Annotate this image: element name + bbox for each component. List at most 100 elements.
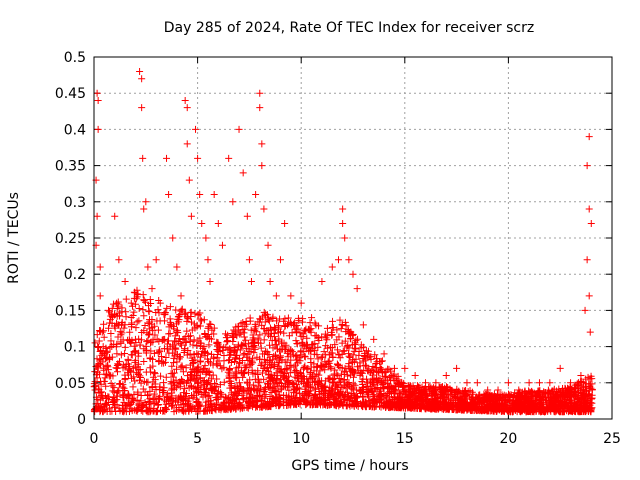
data-point <box>334 361 342 369</box>
data-point <box>201 389 209 397</box>
data-point <box>418 388 426 396</box>
data-point <box>299 318 307 326</box>
data-point <box>299 396 307 404</box>
data-point <box>446 386 454 394</box>
data-point <box>235 379 243 387</box>
data-point <box>194 311 202 319</box>
data-point <box>293 368 301 376</box>
data-point <box>288 379 296 387</box>
data-point <box>154 349 162 357</box>
data-point <box>93 374 101 382</box>
data-point <box>477 406 485 414</box>
data-point <box>243 212 251 220</box>
data-point <box>181 96 189 104</box>
data-point <box>160 384 168 392</box>
data-point <box>378 357 386 365</box>
data-point <box>325 351 333 359</box>
data-point <box>565 407 573 415</box>
data-point <box>293 394 301 402</box>
data-point <box>146 387 154 395</box>
data-point <box>323 336 331 344</box>
data-point <box>145 398 153 406</box>
data-point <box>320 397 328 405</box>
data-point <box>235 342 243 350</box>
data-point <box>196 322 204 330</box>
data-point <box>153 317 161 325</box>
data-point <box>95 385 103 393</box>
data-point <box>573 380 581 388</box>
data-point <box>211 380 219 388</box>
data-point <box>311 373 319 381</box>
data-point <box>241 364 249 372</box>
data-point <box>197 357 205 365</box>
data-point <box>296 354 304 362</box>
data-point <box>308 341 316 349</box>
data-point <box>96 348 104 356</box>
data-point <box>232 395 240 403</box>
data-point <box>328 344 336 352</box>
data-point <box>257 339 265 347</box>
data-point <box>292 328 300 336</box>
data-point <box>515 386 523 394</box>
data-point <box>246 402 254 410</box>
data-point <box>341 337 349 345</box>
data-point <box>203 378 211 386</box>
data-point <box>108 304 116 312</box>
data-point <box>258 162 266 170</box>
data-point <box>167 395 175 403</box>
data-point <box>173 263 181 271</box>
data-point <box>347 383 355 391</box>
data-point <box>228 404 236 412</box>
data-point <box>345 360 353 368</box>
data-point <box>110 388 118 396</box>
data-point <box>478 402 486 410</box>
data-point <box>272 292 280 300</box>
data-point <box>366 379 374 387</box>
data-point <box>205 341 213 349</box>
data-point <box>146 354 154 362</box>
data-point <box>350 397 358 405</box>
data-point <box>144 378 152 386</box>
data-point <box>144 263 152 271</box>
data-point <box>295 377 303 385</box>
data-point <box>586 328 594 336</box>
data-point <box>141 388 149 396</box>
data-point <box>139 385 147 393</box>
data-point <box>241 350 249 358</box>
y-tick-label: 0.45 <box>55 86 86 102</box>
data-point <box>170 345 178 353</box>
data-point <box>234 323 242 331</box>
data-point <box>312 401 320 409</box>
data-point <box>265 374 273 382</box>
data-point <box>149 396 157 404</box>
data-point <box>281 365 289 373</box>
data-point <box>113 368 121 376</box>
data-point <box>430 388 438 396</box>
data-point <box>499 394 507 402</box>
data-point <box>225 398 233 406</box>
data-point <box>251 369 259 377</box>
data-point <box>571 387 579 395</box>
data-point <box>196 191 204 199</box>
data-point <box>156 348 164 356</box>
data-point <box>579 379 587 387</box>
data-point <box>260 375 268 383</box>
data-point <box>372 376 380 384</box>
data-point <box>352 398 360 406</box>
data-point <box>163 392 171 400</box>
data-point <box>254 386 262 394</box>
data-point <box>585 133 593 141</box>
data-point <box>227 359 235 367</box>
data-point <box>247 326 255 334</box>
data-point <box>585 403 593 411</box>
data-point <box>313 394 321 402</box>
data-point <box>298 395 306 403</box>
data-point <box>271 351 279 359</box>
data-point <box>344 392 352 400</box>
data-point <box>102 363 110 371</box>
data-point <box>114 300 122 308</box>
data-point <box>247 347 255 355</box>
data-point <box>205 368 213 376</box>
data-point <box>213 390 221 398</box>
data-point <box>170 369 178 377</box>
